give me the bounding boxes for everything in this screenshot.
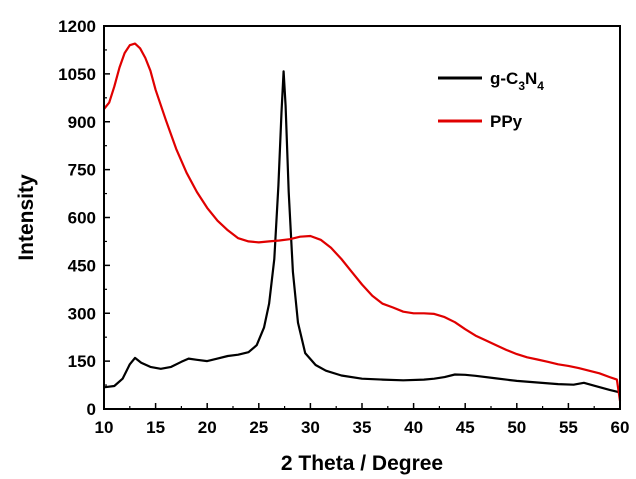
x-tick-label: 50 <box>507 418 526 437</box>
series-layer <box>103 42 622 402</box>
x-tick-label: 35 <box>353 418 372 437</box>
y-tick-label: 300 <box>68 304 96 323</box>
y-tick-label: 0 <box>87 400 96 419</box>
x-tick-label: 55 <box>559 418 578 437</box>
y-tick-label: 1200 <box>58 17 96 36</box>
legend-g-c3n4-sub2: 4 <box>537 79 544 93</box>
x-tick-label: 45 <box>456 418 475 437</box>
x-tick-label: 40 <box>404 418 423 437</box>
x-axis-label: 2 Theta / Degree <box>281 452 443 475</box>
y-axis-label: Intensity <box>15 174 38 261</box>
y-tick-label: 450 <box>68 256 96 275</box>
y-tick-label: 900 <box>68 113 96 132</box>
legend-g-c3n4-mid: N <box>525 69 537 88</box>
x-tick-label: 30 <box>301 418 320 437</box>
series-line-g-c3n4 <box>103 70 621 394</box>
x-tick-label: 60 <box>611 418 630 437</box>
x-tick-label: 20 <box>198 418 217 437</box>
legend-label-g-c3n4: g-C3N4 <box>490 69 544 93</box>
x-tick-label: 25 <box>249 418 268 437</box>
legend-g-c3n4-main: g-C <box>490 69 518 88</box>
legend-g-c3n4-sub1: 3 <box>518 79 525 93</box>
y-tick-label: 1050 <box>58 65 96 84</box>
axis-ticks: 10 15 20 25 30 35 40 45 50 55 60015030045060075090… <box>58 17 629 437</box>
y-tick-label: 750 <box>68 161 96 180</box>
legend: g-C3N4 PPy <box>438 69 544 131</box>
series-line-ppy <box>103 42 622 402</box>
legend-label-ppy: PPy <box>490 112 523 131</box>
y-tick-label: 600 <box>68 209 96 228</box>
y-tick-label: 150 <box>68 352 96 371</box>
x-tick-label: 15 <box>146 418 165 437</box>
x-tick-label: 10 <box>95 418 114 437</box>
